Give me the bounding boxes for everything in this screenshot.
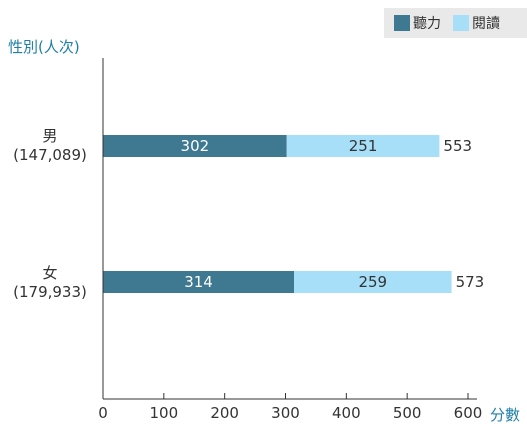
bar-female-reading [294,271,452,293]
x-tick-label: 400 [332,404,361,422]
bar-male-listening [103,135,287,157]
y-axis-title: 性別(人次) [8,38,80,56]
x-tick-label: 300 [271,404,300,422]
legend-label-reading: 閱讀 [472,16,500,32]
bar-value-female-reading: 259 [358,273,387,291]
legend-label-listening: 聽力 [413,16,441,32]
x-axis-title: 分數 [490,406,521,424]
x-tick-label: 200 [210,404,239,422]
bar-value-female-listening: 314 [184,273,213,291]
category-name-male: 男 [42,127,58,145]
bar-value-male-reading: 251 [349,137,378,155]
legend-swatch-reading [453,15,469,31]
bar-value-male-listening: 302 [181,137,210,155]
bar-male-reading [286,135,440,157]
legend-swatch-listening [394,15,410,31]
category-name-female: 女 [42,264,58,282]
x-tick-label: 100 [150,404,179,422]
category-label-female: 女 (179,933) [2,264,98,302]
x-tick-label: 600 [454,404,483,422]
bar-female-listening [103,271,295,293]
x-ticks-group: 0 100 200 300 400 500 600 [98,393,482,422]
bar-total-male: 553 [443,137,472,155]
category-label-male: 男 (147,089) [2,127,98,165]
legend: 聽力 閱讀 [384,8,527,38]
category-count-male: (147,089) [13,146,87,164]
x-tick-label: 0 [98,404,108,422]
legend-item-reading: 閱讀 [453,13,500,33]
legend-item-listening: 聽力 [394,13,441,33]
bar-total-female: 573 [456,273,485,291]
category-count-female: (179,933) [13,283,87,301]
bars-group: 302 251 553 314 259 573 [103,135,484,293]
x-tick-label: 500 [393,404,422,422]
